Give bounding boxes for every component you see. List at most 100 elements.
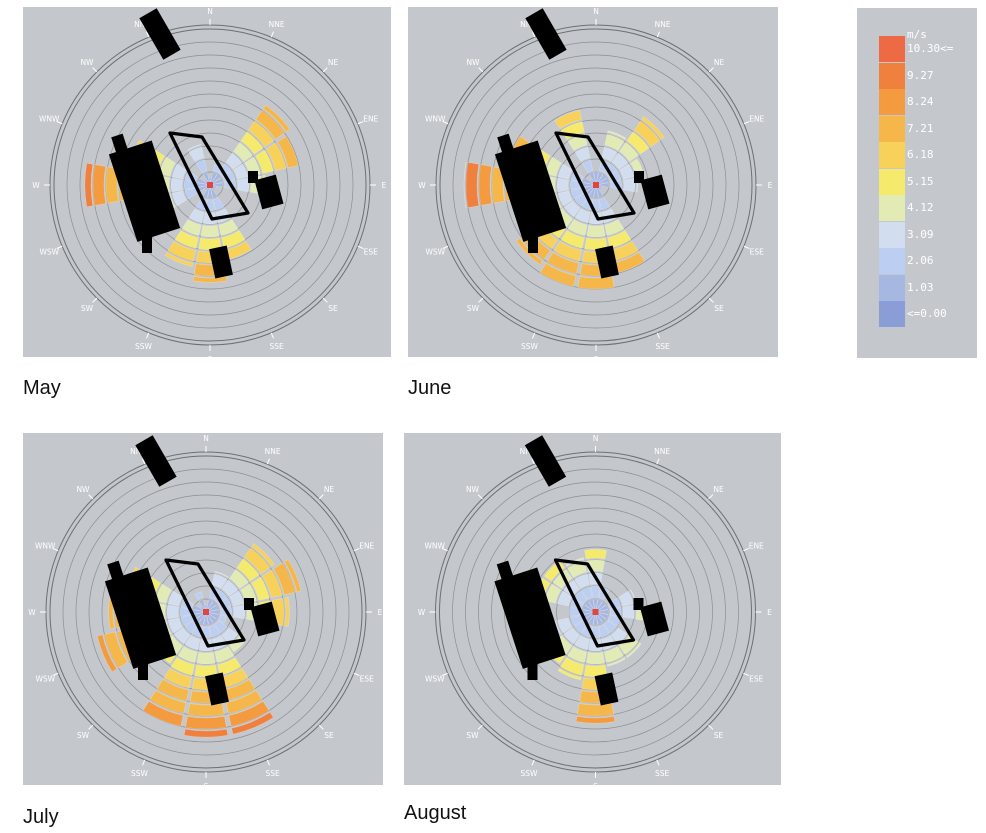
sector-nne — [604, 133, 625, 151]
sector-w — [170, 177, 183, 193]
sector-ssw — [574, 208, 591, 224]
legend-entry: 8.24 — [879, 89, 969, 115]
sector-e — [233, 604, 246, 620]
sector-ne — [214, 590, 228, 604]
legend-entry: 7.21 — [879, 115, 969, 142]
building-block-west — [494, 567, 566, 669]
sector-ne — [619, 142, 639, 162]
direction-label: E — [767, 608, 772, 617]
sector-n — [584, 549, 607, 560]
direction-label: NNE — [654, 447, 670, 456]
sector-nnw — [194, 591, 204, 600]
legend-swatch — [879, 221, 905, 248]
building-block-west — [494, 140, 567, 242]
sector-nnw — [581, 159, 594, 173]
sector-ssw — [188, 208, 205, 224]
sector-wsw — [569, 614, 584, 627]
sector-ne — [626, 131, 650, 155]
sector-ne — [641, 116, 665, 140]
sector-e — [237, 177, 250, 193]
direction-label: ESE — [750, 248, 764, 257]
sector-ssw — [553, 241, 582, 262]
outer-ring — [53, 28, 367, 342]
sector-nnw — [574, 146, 591, 162]
sector-w — [465, 162, 480, 208]
sector-ssw — [163, 668, 192, 689]
sector-nnw — [554, 110, 582, 129]
sector-w — [92, 164, 106, 206]
direction-label: NW — [80, 58, 94, 67]
sector-ne — [244, 547, 271, 574]
direction-label: NE — [713, 485, 724, 494]
building-block-north — [525, 8, 567, 60]
sector-sse — [598, 624, 610, 638]
legend-swatch — [879, 168, 905, 195]
legend-entry: 2.06 — [879, 248, 969, 274]
windrose-panel-june: NNNENEENEEESESESSESSSWSWWSWWWNWNWNNW — [408, 7, 778, 357]
sector-ene — [618, 590, 634, 607]
direction-label: SSW — [520, 769, 538, 778]
sector-s — [577, 276, 615, 290]
sector-wsw — [167, 617, 183, 634]
sector-ne — [218, 163, 232, 177]
windrose-chart: NNNENEENEEESESESSESSSWSWWSWWWNWNWNNW — [418, 434, 772, 785]
sector-s — [577, 703, 614, 717]
sector-ne — [255, 110, 285, 140]
sector-wnw — [557, 163, 573, 180]
direction-label: NNE — [269, 20, 285, 29]
direction-label: SSE — [655, 342, 670, 351]
sector-ssw — [149, 690, 187, 714]
direction-label: S — [208, 355, 213, 357]
sector-ssw — [574, 635, 590, 651]
sector-ene — [284, 559, 302, 593]
sector-wnw — [557, 590, 573, 607]
month-label: July — [23, 806, 59, 828]
sector-ssw — [174, 230, 199, 249]
sector-ssw — [567, 646, 587, 664]
legend-label: 1.03 — [907, 280, 934, 294]
sector-ssw — [156, 679, 190, 702]
direction-label: S — [594, 355, 599, 357]
sector-sse — [214, 646, 235, 664]
legend-swatch — [879, 62, 905, 89]
sector-ese — [218, 614, 227, 624]
direction-label: WNW — [425, 114, 446, 123]
sector-s — [586, 225, 606, 238]
sector-nw — [552, 569, 573, 589]
sector-nne — [601, 146, 618, 162]
sector-sse — [212, 197, 225, 211]
legend-label: 2.06 — [907, 254, 934, 267]
sector-sse — [218, 219, 239, 237]
direction-label: N — [203, 434, 209, 443]
windrose-chart: NNNENEENEEESESESSESSSWSWWSWWWNWNWNNW — [32, 7, 386, 357]
sector-nnw — [574, 573, 590, 589]
legend-entry: 10.30<= — [879, 36, 969, 62]
grid-ring — [452, 468, 739, 756]
building-footprints — [494, 435, 670, 706]
legend-swatch — [879, 142, 905, 168]
legend-entry: 9.27 — [879, 62, 969, 89]
building-footprints — [104, 435, 280, 706]
sector-ene — [251, 576, 270, 601]
windrose-panel-may: NNNENEENEEESESESSESSSWSWWSWWWNWNWNNW — [23, 7, 391, 357]
site-outline — [164, 558, 246, 648]
windrose-chart: NNNENEENEEESESESSESSSWSWWSWWWNWNWNNW — [28, 434, 383, 785]
sector-ssw — [184, 635, 201, 651]
site-outline — [553, 558, 636, 648]
sector-nnw — [187, 143, 202, 151]
sector-nnw — [195, 159, 208, 173]
sector-nnw — [567, 133, 588, 151]
direction-label: E — [378, 608, 383, 617]
sector-wsw — [184, 187, 198, 200]
sector-s — [196, 652, 216, 665]
sector-se — [626, 642, 642, 658]
sector-wnw — [167, 590, 183, 607]
sector-ssw — [546, 252, 580, 275]
direction-label: ESE — [749, 675, 763, 684]
building-block-east — [254, 174, 284, 210]
direction-label: ESE — [360, 675, 374, 684]
sector-ne — [248, 120, 275, 147]
building-block-east — [250, 601, 280, 637]
legend-label: 10.30<= — [907, 42, 954, 55]
building-block-west — [104, 567, 177, 669]
